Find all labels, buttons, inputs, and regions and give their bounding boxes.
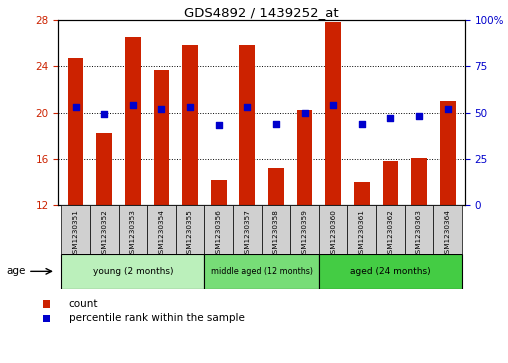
Point xyxy=(243,104,251,110)
Text: aged (24 months): aged (24 months) xyxy=(350,267,431,276)
Bar xyxy=(290,205,319,254)
Bar xyxy=(268,168,284,205)
Bar xyxy=(61,254,204,289)
Point xyxy=(129,102,137,108)
Bar xyxy=(440,101,456,205)
Point xyxy=(387,115,395,121)
Text: GSM1230351: GSM1230351 xyxy=(73,209,79,258)
Text: GSM1230362: GSM1230362 xyxy=(388,209,393,258)
Point xyxy=(272,121,280,127)
Bar xyxy=(411,158,427,205)
Bar xyxy=(43,315,50,322)
Bar xyxy=(319,254,462,289)
Point xyxy=(186,104,194,110)
Bar xyxy=(354,182,370,205)
Bar xyxy=(211,180,227,205)
Bar xyxy=(90,205,118,254)
Text: middle aged (12 months): middle aged (12 months) xyxy=(211,267,312,276)
Point xyxy=(443,106,452,112)
Text: GSM1230359: GSM1230359 xyxy=(302,209,307,258)
Point xyxy=(358,121,366,127)
Bar xyxy=(325,22,341,205)
Text: GSM1230364: GSM1230364 xyxy=(444,209,451,258)
Bar xyxy=(118,205,147,254)
Bar xyxy=(233,205,262,254)
Bar xyxy=(153,70,169,205)
Text: GSM1230355: GSM1230355 xyxy=(187,209,193,258)
Bar xyxy=(433,205,462,254)
Text: GSM1230356: GSM1230356 xyxy=(216,209,221,258)
Text: GSM1230354: GSM1230354 xyxy=(158,209,165,258)
Bar xyxy=(97,133,112,205)
Point xyxy=(301,110,309,115)
Bar xyxy=(125,37,141,205)
Bar xyxy=(383,161,398,205)
Text: GSM1230358: GSM1230358 xyxy=(273,209,279,258)
Bar xyxy=(405,205,433,254)
Bar xyxy=(239,45,255,205)
Bar xyxy=(297,110,312,205)
Text: GSM1230357: GSM1230357 xyxy=(244,209,250,258)
Point xyxy=(72,104,80,110)
Bar xyxy=(204,205,233,254)
Bar xyxy=(262,205,290,254)
Bar xyxy=(147,205,176,254)
Bar xyxy=(182,45,198,205)
Point xyxy=(329,102,337,108)
Point xyxy=(100,111,108,117)
Bar xyxy=(61,205,90,254)
Text: GSM1230361: GSM1230361 xyxy=(359,209,365,258)
Bar xyxy=(376,205,405,254)
Text: GSM1230353: GSM1230353 xyxy=(130,209,136,258)
Bar xyxy=(68,58,83,205)
Text: percentile rank within the sample: percentile rank within the sample xyxy=(69,313,244,323)
Bar xyxy=(43,300,50,308)
Bar xyxy=(204,254,319,289)
Point xyxy=(214,123,223,129)
Text: count: count xyxy=(69,299,98,309)
Title: GDS4892 / 1439252_at: GDS4892 / 1439252_at xyxy=(184,6,339,19)
Text: GSM1230363: GSM1230363 xyxy=(416,209,422,258)
Bar xyxy=(319,205,347,254)
Text: young (2 months): young (2 months) xyxy=(92,267,173,276)
Text: GSM1230352: GSM1230352 xyxy=(101,209,107,258)
Point xyxy=(415,113,423,119)
Text: age: age xyxy=(6,266,25,276)
Text: GSM1230360: GSM1230360 xyxy=(330,209,336,258)
Bar xyxy=(176,205,204,254)
Bar xyxy=(347,205,376,254)
Point xyxy=(157,106,166,112)
